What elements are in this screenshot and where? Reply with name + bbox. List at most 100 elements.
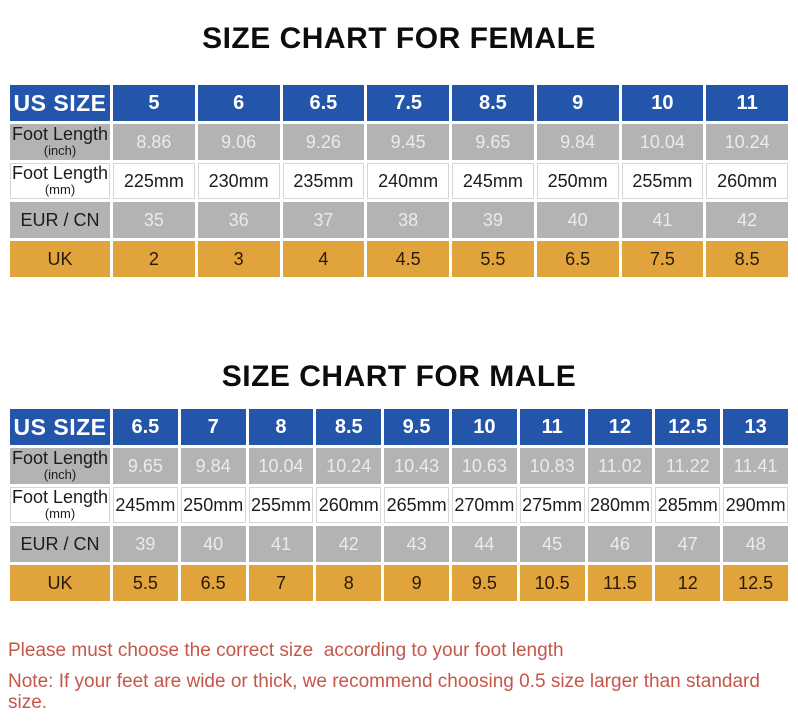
size-value-cell: 47 bbox=[655, 526, 721, 562]
row-label-text: US SIZE bbox=[13, 89, 107, 116]
size-value-cell: 235mm bbox=[282, 163, 365, 199]
size-row-uk: UK 5.5 6.5 7 8 9 9.5 10.5 11.5 12 12.5 bbox=[10, 565, 788, 601]
size-value-cell: 290mm bbox=[723, 487, 788, 523]
size-value-cell: 48 bbox=[723, 526, 788, 562]
row-label-text: Foot Length bbox=[11, 163, 109, 184]
size-value-cell: 40 bbox=[536, 202, 619, 238]
size-row-header: US SIZE 5 6 6.5 7.5 8.5 9 10 11 bbox=[10, 85, 788, 121]
male-size-table: US SIZE 6.5 7 8 8.5 9.5 10 11 12 12.5 13 Foot Lengt… bbox=[7, 406, 791, 604]
size-value-cell: 6.5 bbox=[282, 85, 365, 121]
size-value-cell: 12 bbox=[655, 565, 721, 601]
size-value-cell: 8 bbox=[316, 565, 382, 601]
size-value-cell: 10.83 bbox=[519, 448, 585, 484]
size-value-cell: 13 bbox=[723, 409, 788, 445]
size-value-cell: 4.5 bbox=[367, 241, 449, 277]
size-row-uk: UK 2 3 4 4.5 5.5 6.5 7.5 8.5 bbox=[10, 241, 788, 277]
size-row-eur: EUR / CN 35 36 37 38 39 40 41 42 bbox=[10, 202, 788, 238]
size-row-header: US SIZE 6.5 7 8 8.5 9.5 10 11 12 12.5 13 bbox=[10, 409, 788, 445]
size-value-cell: 9.84 bbox=[536, 124, 619, 160]
size-value-cell: 265mm bbox=[384, 487, 449, 523]
row-label-text: US SIZE bbox=[13, 413, 107, 440]
size-value-cell: 250mm bbox=[536, 163, 619, 199]
size-value-cell: 285mm bbox=[655, 487, 721, 523]
size-value-cell: 5 bbox=[113, 85, 195, 121]
size-value-cell: 9.65 bbox=[452, 124, 534, 160]
row-label: Foot Length (mm) bbox=[10, 163, 110, 199]
size-row-mm: Foot Length (mm) 245mm 250mm 255mm 260mm 265mm… bbox=[10, 487, 788, 523]
size-value-cell: 37 bbox=[282, 202, 365, 238]
size-value-cell: 6.5 bbox=[536, 241, 619, 277]
row-label-unit: (mm) bbox=[44, 506, 76, 522]
size-value-cell: 3 bbox=[197, 241, 280, 277]
size-value-cell: 11.02 bbox=[587, 448, 653, 484]
size-value-cell: 42 bbox=[316, 526, 382, 562]
size-value-cell: 280mm bbox=[587, 487, 653, 523]
size-value-cell: 10.04 bbox=[621, 124, 704, 160]
row-label-text: UK bbox=[47, 248, 73, 269]
size-value-cell: 45 bbox=[519, 526, 585, 562]
size-value-cell: 9.5 bbox=[384, 409, 449, 445]
size-value-cell: 38 bbox=[367, 202, 449, 238]
size-value-cell: 44 bbox=[451, 526, 517, 562]
size-value-cell: 10.24 bbox=[706, 124, 788, 160]
size-value-cell: 10.04 bbox=[248, 448, 314, 484]
size-value-cell: 8.5 bbox=[706, 241, 788, 277]
size-value-cell: 9.65 bbox=[113, 448, 178, 484]
size-value-cell: 10.63 bbox=[451, 448, 517, 484]
size-value-cell: 9.06 bbox=[197, 124, 280, 160]
size-value-cell: 39 bbox=[113, 526, 178, 562]
row-label: EUR / CN bbox=[10, 202, 110, 238]
row-label-text: Foot Length bbox=[11, 124, 109, 145]
male-chart-title: SIZE CHART FOR MALE bbox=[221, 360, 577, 393]
row-label: US SIZE bbox=[10, 409, 110, 445]
size-value-cell: 9.5 bbox=[451, 565, 517, 601]
size-value-cell: 9 bbox=[384, 565, 449, 601]
note-line-2: Note: If your feet are wide or thick, we… bbox=[8, 671, 766, 713]
size-value-cell: 5.5 bbox=[452, 241, 534, 277]
size-value-cell: 7.5 bbox=[367, 85, 449, 121]
size-value-cell: 270mm bbox=[451, 487, 517, 523]
row-label-text: Foot Length bbox=[11, 487, 109, 508]
size-value-cell: 11.22 bbox=[655, 448, 721, 484]
size-value-cell: 42 bbox=[706, 202, 788, 238]
size-value-cell: 6 bbox=[197, 85, 280, 121]
size-value-cell: 9 bbox=[536, 85, 619, 121]
size-value-cell: 9.84 bbox=[180, 448, 246, 484]
row-label: UK bbox=[10, 241, 110, 277]
size-value-cell: 6.5 bbox=[113, 409, 178, 445]
row-label: EUR / CN bbox=[10, 526, 110, 562]
size-row-inch: Foot Length (inch) 8.86 9.06 9.26 9.45 9.65 9.8… bbox=[10, 124, 788, 160]
size-value-cell: 7 bbox=[180, 409, 246, 445]
size-value-cell: 10.24 bbox=[316, 448, 382, 484]
size-row-inch: Foot Length (inch) 9.65 9.84 10.04 10.24 10.43… bbox=[10, 448, 788, 484]
row-label: Foot Length (inch) bbox=[10, 448, 110, 484]
size-value-cell: 260mm bbox=[706, 163, 788, 199]
size-value-cell: 250mm bbox=[180, 487, 246, 523]
row-label-unit: (inch) bbox=[43, 143, 77, 159]
size-value-cell: 7 bbox=[248, 565, 314, 601]
size-value-cell: 255mm bbox=[248, 487, 314, 523]
size-value-cell: 11.41 bbox=[723, 448, 788, 484]
size-value-cell: 275mm bbox=[519, 487, 585, 523]
size-value-cell: 39 bbox=[452, 202, 534, 238]
size-value-cell: 260mm bbox=[316, 487, 382, 523]
female-size-table: US SIZE 5 6 6.5 7.5 8.5 9 10 11 Foot Length (inch)… bbox=[7, 82, 791, 280]
size-value-cell: 225mm bbox=[113, 163, 195, 199]
size-value-cell: 255mm bbox=[621, 163, 704, 199]
size-value-cell: 10 bbox=[621, 85, 704, 121]
size-value-cell: 8.86 bbox=[113, 124, 195, 160]
row-label-unit: (inch) bbox=[43, 467, 77, 483]
row-label-text: Foot Length bbox=[11, 448, 109, 469]
size-value-cell: 2 bbox=[113, 241, 195, 277]
size-value-cell: 8.5 bbox=[316, 409, 382, 445]
row-label: US SIZE bbox=[10, 85, 110, 121]
size-value-cell: 5.5 bbox=[113, 565, 178, 601]
size-value-cell: 8.5 bbox=[452, 85, 534, 121]
size-value-cell: 12.5 bbox=[723, 565, 788, 601]
size-value-cell: 10 bbox=[451, 409, 517, 445]
female-chart-title: SIZE CHART FOR FEMALE bbox=[202, 22, 596, 55]
size-value-cell: 11.5 bbox=[587, 565, 653, 601]
size-row-mm: Foot Length (mm) 225mm 230mm 235mm 240mm 245mm… bbox=[10, 163, 788, 199]
size-value-cell: 10.5 bbox=[519, 565, 585, 601]
